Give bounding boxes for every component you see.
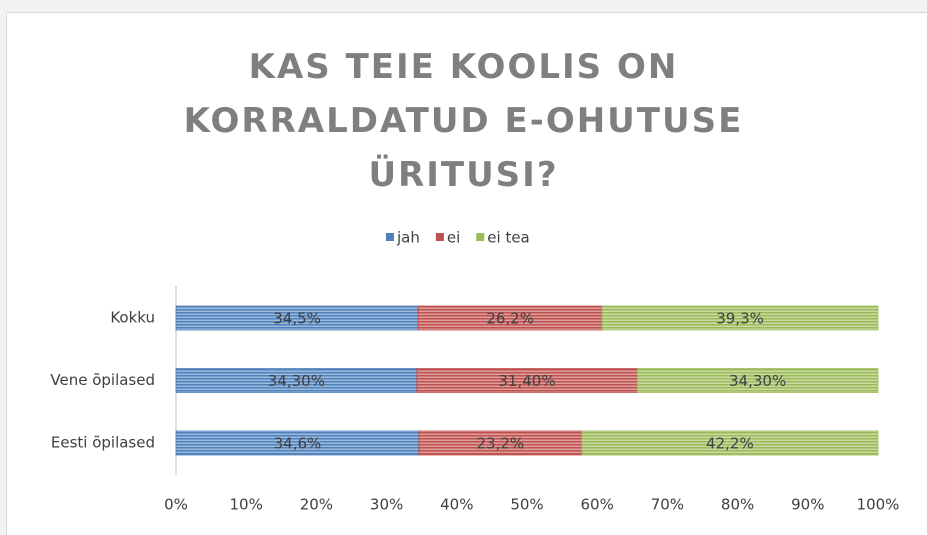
x-tick-label: 50% [510,496,543,514]
bar-segment [601,305,879,331]
data-label: 26,2% [486,310,534,328]
legend-label: ei tea [487,229,529,247]
x-tick-label: 60% [581,496,614,514]
y-tick-label: Kokku [110,309,155,327]
x-tick-label: 100% [857,496,900,514]
chart-title: KAS TEIE KOOLIS ON KORRALDATUD E-OHUTUSE… [183,47,744,195]
data-label: 39,3% [716,310,764,328]
data-label: 31,40% [498,372,555,390]
legend-label: ei [447,229,460,247]
x-tick-label: 40% [440,496,473,514]
x-tick-label: 80% [721,496,754,514]
data-label: 23,2% [476,435,524,453]
x-tick-label: 70% [651,496,684,514]
x-tick-label: 10% [230,496,263,514]
data-label: 34,30% [729,372,786,390]
data-label: 34,6% [274,435,322,453]
data-label: 34,30% [268,372,325,390]
title-box: KAS TEIE KOOLIS ON KORRALDATUD E-OHUTUSE… [0,40,927,202]
bar-segment [175,305,419,331]
bar-segment [636,368,879,393]
bar-segment [581,430,879,456]
x-tick-label: 30% [370,496,403,514]
y-tick-label: Eesti õpilased [51,434,155,452]
x-tick-label: 20% [300,496,333,514]
legend-swatch [386,233,394,241]
legend-swatch [435,233,444,241]
y-tick-label: Vene õpilased [50,371,155,389]
bar-segment [416,368,638,393]
x-tick-label: 0% [164,496,188,514]
data-label: 42,2% [706,435,754,453]
x-tick-label: 90% [791,496,824,514]
bar-segment [175,368,418,393]
legend-swatch [476,233,485,241]
bar-segment [175,430,420,456]
legend-label: jah [396,229,420,247]
data-label: 34,5% [273,310,321,328]
